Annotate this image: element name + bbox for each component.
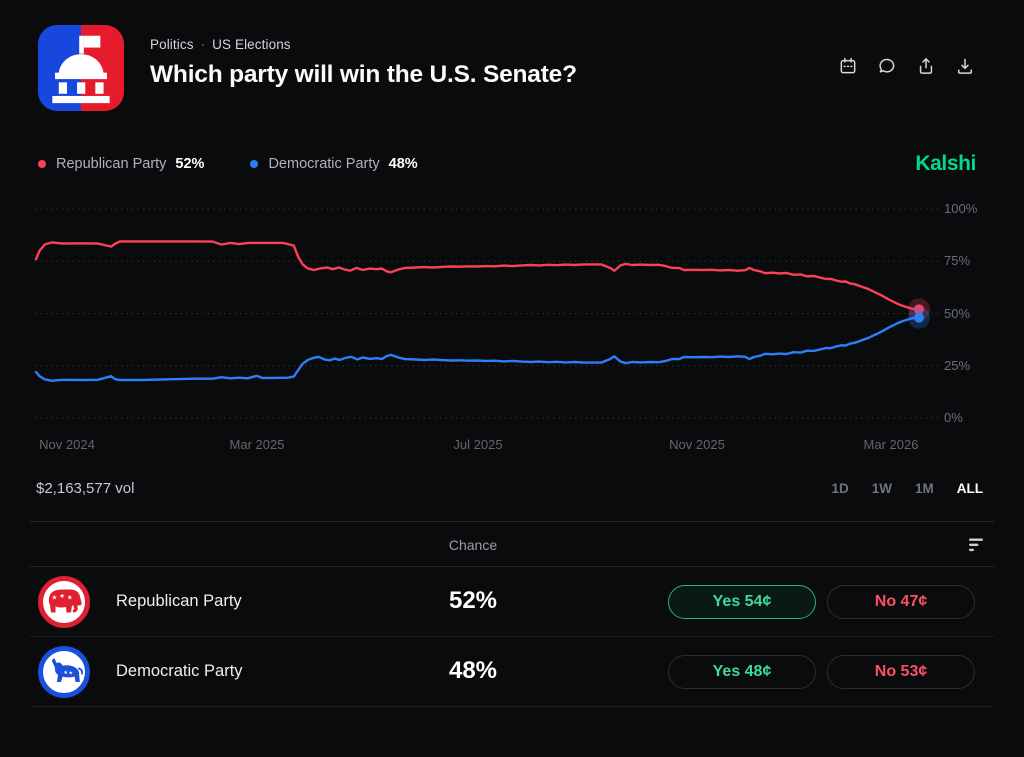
share-icon[interactable] (916, 56, 936, 76)
sort-icon[interactable] (966, 537, 986, 553)
x-axis-label: Nov 2025 (669, 437, 725, 452)
x-axis-label: Mar 2025 (229, 437, 285, 452)
y-axis-label: 75% (944, 253, 971, 268)
range-all[interactable]: ALL (956, 481, 983, 496)
democratic-donkey-icon: ★ ★ (38, 646, 90, 698)
chart-footer: $2,163,577 vol 1D 1W 1M ALL (36, 480, 983, 497)
chance-value: 48% (448, 657, 498, 684)
chance-column-header: Chance (448, 537, 498, 553)
x-axis-label: Mar 2026 (863, 437, 919, 452)
capitol-icon (52, 35, 110, 104)
svg-text:★: ★ (64, 670, 69, 676)
democratic-dot-icon (250, 160, 259, 168)
range-1d[interactable]: 1D (831, 481, 849, 496)
legend-item-democratic[interactable]: Democratic Party 48% (250, 156, 418, 172)
yes-button[interactable]: Yes 48¢ (668, 655, 816, 689)
range-1m[interactable]: 1M (914, 481, 934, 496)
y-axis-label: 25% (944, 358, 971, 373)
svg-text:★: ★ (52, 594, 58, 601)
kalshi-watermark: Kalshi (915, 152, 976, 175)
y-axis-label: 100% (944, 201, 978, 216)
table-row-democratic[interactable]: ★ ★ Democratic Party 48% Yes 48¢ No 53¢ (30, 637, 994, 707)
comment-icon[interactable] (877, 56, 897, 76)
legend-label: Republican Party (56, 156, 167, 172)
volume-label: $2,163,577 vol (36, 480, 135, 497)
chance-value: 52% (448, 587, 498, 614)
svg-text:★: ★ (69, 670, 74, 676)
outcomes-table: Chance ★ ★ ★ Repub (30, 521, 994, 707)
x-axis-label: Jul 2025 (453, 437, 503, 452)
download-icon[interactable] (955, 56, 975, 76)
breadcrumb-category[interactable]: Politics (150, 37, 194, 52)
svg-text:★: ★ (67, 594, 73, 601)
x-axis: Nov 2024 Mar 2025 Jul 2025 Nov 2025 Mar … (0, 437, 1024, 455)
outcome-name: Republican Party (116, 592, 242, 610)
toolbar (838, 56, 975, 76)
x-axis-label: Nov 2024 (39, 437, 95, 452)
legend-label: Democratic Party (268, 156, 380, 172)
page-title: Which party will win the U.S. Senate? (150, 61, 577, 88)
breadcrumb-separator: · (200, 37, 206, 52)
republican-elephant-icon: ★ ★ ★ (38, 576, 90, 628)
y-axis-label: 50% (944, 306, 971, 321)
breadcrumb: Politics · US Elections (150, 37, 577, 52)
yes-button[interactable]: Yes 54¢ (668, 585, 816, 619)
y-axis-label: 0% (944, 410, 963, 425)
legend-item-republican[interactable]: Republican Party 52% (38, 156, 204, 172)
table-header: Chance (30, 521, 994, 567)
breadcrumb-subcategory[interactable]: US Elections (212, 37, 291, 52)
market-logo (38, 25, 124, 111)
legend-value: 52% (175, 156, 205, 172)
time-range-selector: 1D 1W 1M ALL (831, 481, 983, 496)
chart-canvas[interactable] (0, 195, 1024, 425)
outcome-name: Democratic Party (116, 662, 243, 680)
svg-text:★: ★ (59, 593, 65, 600)
table-row-republican[interactable]: ★ ★ ★ Republican Party 52% Yes 54¢ No 47… (30, 567, 994, 637)
republican-dot-icon (38, 160, 46, 168)
no-button[interactable]: No 47¢ (827, 585, 975, 619)
price-chart[interactable]: 100% 75% 50% 25% 0% (0, 195, 1024, 425)
no-button[interactable]: No 53¢ (827, 655, 975, 689)
legend-value: 48% (388, 156, 418, 172)
calendar-icon[interactable] (838, 56, 858, 76)
range-1w[interactable]: 1W (871, 481, 892, 496)
chart-legend: Republican Party 52% Democratic Party 48… (38, 152, 976, 176)
